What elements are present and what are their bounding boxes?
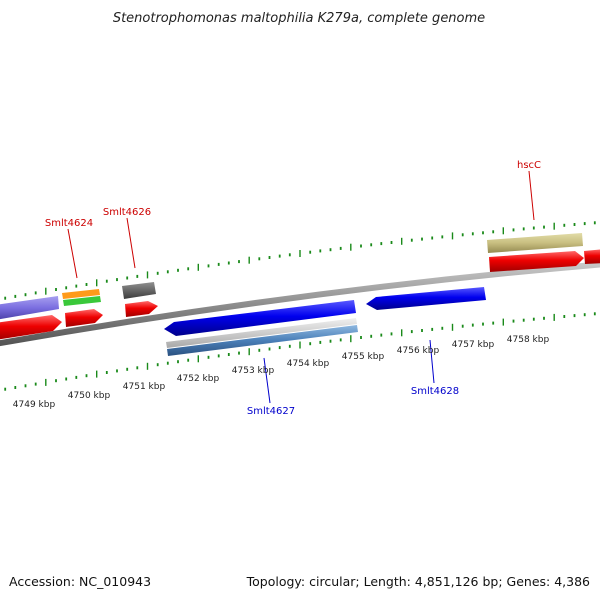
scale-label: 4750 kbp — [68, 391, 111, 401]
scale-label: 4756 kbp — [397, 346, 440, 356]
scale-label: 4754 kbp — [287, 359, 330, 369]
feature-purple — [0, 296, 59, 320]
gene-label-top: hscC — [517, 160, 541, 171]
scale-label: 4758 kbp — [507, 335, 550, 345]
feature-forward-cds — [584, 249, 600, 264]
tick-row-bottom — [4, 312, 596, 391]
gene-label-bottom: Smlt4627 — [247, 406, 295, 417]
feature-khaki — [487, 233, 583, 253]
scale-label: 4753 kbp — [232, 366, 275, 376]
feature-reverse-cds — [366, 287, 486, 310]
scale-label: 4749 kbp — [13, 400, 56, 410]
feature-steel — [167, 325, 358, 356]
leader-line — [67, 228, 78, 279]
topology-text: Topology: circular; Length: 4,851,126 bp… — [246, 574, 590, 589]
leader-line — [429, 339, 435, 384]
feature-reverse-cds — [164, 300, 356, 336]
accession-text: Accession: NC_010943 — [9, 574, 152, 589]
leader-line — [528, 170, 535, 221]
feature-forward-cds — [489, 251, 584, 272]
feature-forward-cds — [125, 301, 158, 317]
scale-label: 4755 kbp — [342, 352, 385, 362]
leader-line — [126, 217, 136, 269]
leader-line — [263, 357, 271, 404]
gene-label-top: Smlt4624 — [45, 218, 93, 229]
scale-label: 4752 kbp — [177, 374, 220, 384]
feature-green — [63, 296, 101, 306]
feature-silver — [166, 318, 357, 348]
scale-label: 4751 kbp — [123, 382, 166, 392]
feature-orange — [62, 289, 100, 299]
tick-row-top — [4, 221, 596, 300]
scale-labels: 4749 kbp 4750 kbp 4751 kbp 4752 kbp 4753… — [13, 335, 550, 410]
gene-label-top: Smlt4626 — [103, 207, 151, 218]
scale-label: 4757 kbp — [452, 340, 495, 350]
feature-gray — [122, 282, 156, 299]
feature-forward-cds — [65, 309, 103, 327]
feature-forward-cds — [0, 315, 62, 340]
genome-backbone — [0, 261, 600, 347]
map-title: Stenotrophomonas maltophilia K279a, comp… — [113, 11, 485, 26]
gene-label-bottom: Smlt4628 — [411, 386, 459, 397]
